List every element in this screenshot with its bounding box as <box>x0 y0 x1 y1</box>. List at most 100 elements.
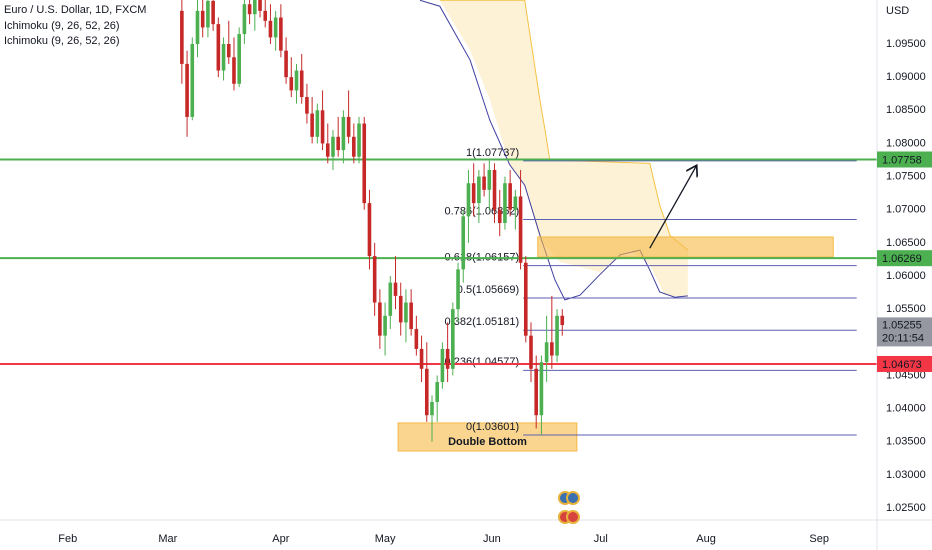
current-price-label: 1.05255 <box>882 319 922 331</box>
candle-body <box>190 44 195 117</box>
candle-body <box>440 348 445 383</box>
candle-body <box>451 309 455 369</box>
candle-body <box>419 348 424 369</box>
candle-body <box>539 362 544 416</box>
candle-body <box>273 17 278 38</box>
candle-body <box>253 0 257 15</box>
y-tick-label: 1.03000 <box>886 469 926 481</box>
price-badge <box>877 250 932 267</box>
candle-body <box>216 24 221 71</box>
candle-body <box>461 216 466 270</box>
y-tick-label: 1.06500 <box>886 237 926 249</box>
price-badge-label: 1.06269 <box>882 253 922 265</box>
candle-body <box>336 136 340 151</box>
y-tick-label: 1.06000 <box>886 270 926 282</box>
y-tick-label: 1.09000 <box>886 71 926 83</box>
candle-body <box>258 0 262 11</box>
candle-body <box>200 10 205 28</box>
price-badge <box>877 355 932 372</box>
y-tick-label: 1.04500 <box>886 369 926 381</box>
candle-body <box>487 169 492 190</box>
candle-body <box>180 10 184 64</box>
axes: 1.09500 1.09000 1.08500 1.08000 1.07500 1.070… <box>58 38 932 545</box>
candle-body <box>523 262 528 336</box>
candle-body <box>367 203 372 257</box>
candle-body <box>456 269 460 310</box>
candle-body <box>378 302 382 336</box>
x-tick-label: Jun <box>483 533 501 545</box>
candle-body <box>341 116 346 151</box>
candle-body <box>211 0 215 25</box>
candle-body <box>560 315 565 326</box>
candle-body <box>544 342 549 363</box>
x-tick-label: Sep <box>809 533 829 545</box>
candle-body <box>424 368 429 416</box>
candle-body <box>388 282 393 316</box>
x-tick-label: Aug <box>696 533 716 545</box>
y-tick-label: 1.07000 <box>886 204 926 216</box>
plot-area: Double Bottom1(1.07737)0.786(1.06852)0.6… <box>0 0 877 452</box>
candle-body <box>315 110 320 137</box>
y-tick-label: 1.08000 <box>886 137 926 149</box>
candle-body <box>206 0 210 28</box>
candle-body <box>466 183 471 217</box>
indicator-label: Ichimoku (9, 26, 52, 26) <box>4 35 120 47</box>
candle-body <box>331 136 335 157</box>
event-icon <box>566 510 580 524</box>
candle-body <box>226 44 231 58</box>
y-tick-label: 1.07500 <box>886 170 926 182</box>
candle-body <box>294 70 299 91</box>
y-tick-label: 1.04000 <box>886 402 926 414</box>
candle-body <box>325 143 330 157</box>
fib-label: 1(1.07737) <box>466 147 519 159</box>
ichimoku-line <box>419 0 688 301</box>
candle-body <box>279 17 283 51</box>
x-tick-label: May <box>375 533 396 545</box>
candle-body <box>242 4 247 35</box>
fib-label: 0(1.03601) <box>466 421 519 433</box>
indicator-label: Ichimoku (9, 26, 52, 26) <box>4 20 120 32</box>
candle-body <box>299 70 304 98</box>
zone <box>397 422 578 452</box>
fib-label: 0.5(1.05669) <box>457 284 519 296</box>
candle-body <box>529 335 533 369</box>
candle-body <box>555 315 559 356</box>
candle-body <box>232 57 236 84</box>
candle-body <box>383 315 387 336</box>
arrow <box>649 165 697 249</box>
price-badge-label: 1.07758 <box>882 154 922 166</box>
candle-body <box>508 183 512 210</box>
candle-body <box>445 348 450 369</box>
candle-body <box>305 97 309 114</box>
candle-body <box>284 50 288 78</box>
candle-body <box>346 116 351 137</box>
countdown-label: 20:11:54 <box>882 332 924 344</box>
x-tick-label: Mar <box>158 533 177 545</box>
candle-body <box>320 110 325 144</box>
candle-body <box>497 209 502 223</box>
candle-body <box>409 302 413 330</box>
ichimoku-cloud <box>439 0 688 298</box>
legend-backdrop <box>0 2 150 48</box>
event-icons <box>558 491 580 524</box>
candle-body <box>195 10 200 45</box>
candle-body <box>268 20 273 38</box>
candle-body <box>247 4 252 15</box>
y-tick-label: 1.03500 <box>886 436 926 448</box>
candle-body <box>185 63 189 117</box>
candle-body <box>357 123 361 157</box>
x-tick-label: Jul <box>594 533 608 545</box>
current-price-badge <box>877 317 932 347</box>
y-tick-label: 1.09500 <box>886 38 926 50</box>
candle-body <box>550 342 554 356</box>
fib-label: 0.786(1.06852) <box>445 205 520 217</box>
candle-body <box>398 295 403 323</box>
x-tick-label: Apr <box>272 533 289 545</box>
candle-body <box>482 176 486 190</box>
candle-body <box>263 10 268 21</box>
event-icon <box>566 491 580 505</box>
candle-body <box>477 176 481 204</box>
y-tick-label: 1.02500 <box>886 502 926 514</box>
